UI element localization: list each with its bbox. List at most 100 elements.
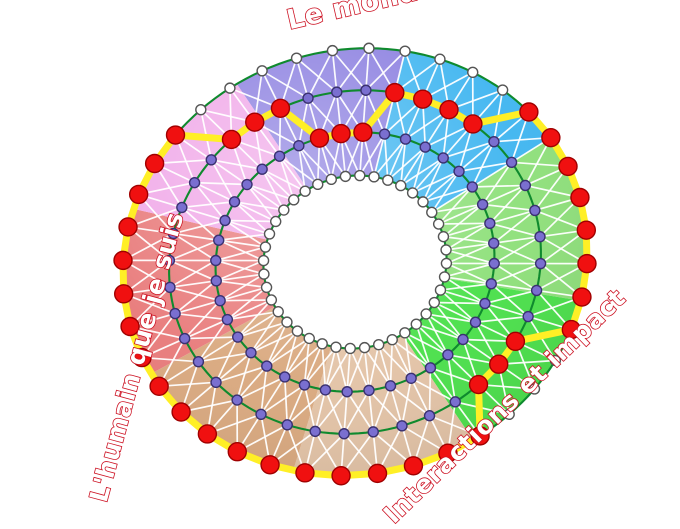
node xyxy=(421,309,431,319)
node xyxy=(232,395,242,405)
mesh-edge xyxy=(430,368,431,416)
node xyxy=(170,309,180,319)
node-highlighted xyxy=(506,332,524,350)
node xyxy=(425,411,435,421)
node-highlighted xyxy=(228,443,246,461)
node-highlighted xyxy=(577,221,595,239)
node-highlighted xyxy=(520,103,538,121)
node xyxy=(507,157,517,167)
node xyxy=(435,54,445,64)
node xyxy=(177,202,187,212)
node-highlighted xyxy=(114,251,132,269)
node xyxy=(441,258,451,268)
node-highlighted xyxy=(271,99,289,117)
node xyxy=(468,67,478,77)
node xyxy=(259,256,269,266)
node-highlighted xyxy=(115,285,133,303)
node xyxy=(233,332,243,342)
node xyxy=(340,171,350,181)
node xyxy=(275,151,285,161)
node xyxy=(523,312,533,322)
node xyxy=(401,134,411,144)
node-highlighted xyxy=(246,113,264,131)
node xyxy=(266,295,276,305)
node xyxy=(303,93,313,103)
node xyxy=(211,276,221,286)
node xyxy=(279,205,289,215)
node-highlighted xyxy=(130,185,148,203)
node xyxy=(345,343,355,353)
node xyxy=(441,245,451,255)
node xyxy=(386,381,396,391)
node xyxy=(396,181,406,191)
node-highlighted xyxy=(369,464,387,482)
node xyxy=(478,199,488,209)
node xyxy=(532,285,542,295)
node xyxy=(313,179,323,189)
node xyxy=(418,197,428,207)
node xyxy=(530,205,540,215)
node xyxy=(489,238,499,248)
node xyxy=(498,85,508,95)
node xyxy=(317,339,327,349)
node xyxy=(406,373,416,383)
node xyxy=(304,333,314,343)
node xyxy=(339,429,349,439)
node xyxy=(387,335,397,345)
node xyxy=(193,357,203,367)
node xyxy=(535,232,545,242)
node xyxy=(369,172,379,182)
node xyxy=(443,350,453,360)
node xyxy=(485,218,495,228)
node xyxy=(215,296,225,306)
node-highlighted xyxy=(470,376,488,394)
node xyxy=(361,85,371,95)
node xyxy=(480,299,490,309)
node-highlighted xyxy=(386,84,404,102)
node xyxy=(211,256,221,266)
node xyxy=(374,340,384,350)
node xyxy=(489,137,499,147)
node-highlighted xyxy=(119,218,137,236)
node xyxy=(454,166,464,176)
node xyxy=(397,421,407,431)
node-highlighted xyxy=(332,125,350,143)
node xyxy=(292,53,302,63)
node xyxy=(280,372,290,382)
node xyxy=(265,229,275,239)
node-highlighted xyxy=(559,157,577,175)
node xyxy=(450,397,460,407)
node xyxy=(257,66,267,76)
node xyxy=(230,197,240,207)
node xyxy=(425,363,435,373)
node xyxy=(206,155,216,165)
mesh-edge xyxy=(439,223,490,224)
node xyxy=(400,328,410,338)
node xyxy=(368,427,378,437)
node xyxy=(259,269,269,279)
node xyxy=(282,317,292,327)
node xyxy=(435,285,445,295)
node xyxy=(320,385,330,395)
node xyxy=(180,334,190,344)
node xyxy=(242,180,252,190)
mesh-edge xyxy=(434,303,485,304)
node-highlighted xyxy=(172,403,190,421)
node-highlighted xyxy=(146,155,164,173)
node xyxy=(440,272,450,282)
diagram-canvas: Le monde extérieur L'humain que je suis … xyxy=(0,0,680,512)
node xyxy=(294,141,304,151)
node-highlighted xyxy=(198,425,216,443)
node-highlighted xyxy=(222,130,240,148)
node-highlighted xyxy=(578,255,596,273)
node xyxy=(438,232,448,242)
node xyxy=(196,105,206,115)
node-highlighted xyxy=(440,101,458,119)
node-highlighted xyxy=(571,189,589,207)
node-highlighted xyxy=(150,377,168,395)
node xyxy=(246,348,256,358)
node-highlighted xyxy=(542,129,560,147)
node xyxy=(310,426,320,436)
node xyxy=(273,307,283,317)
node xyxy=(536,259,546,269)
